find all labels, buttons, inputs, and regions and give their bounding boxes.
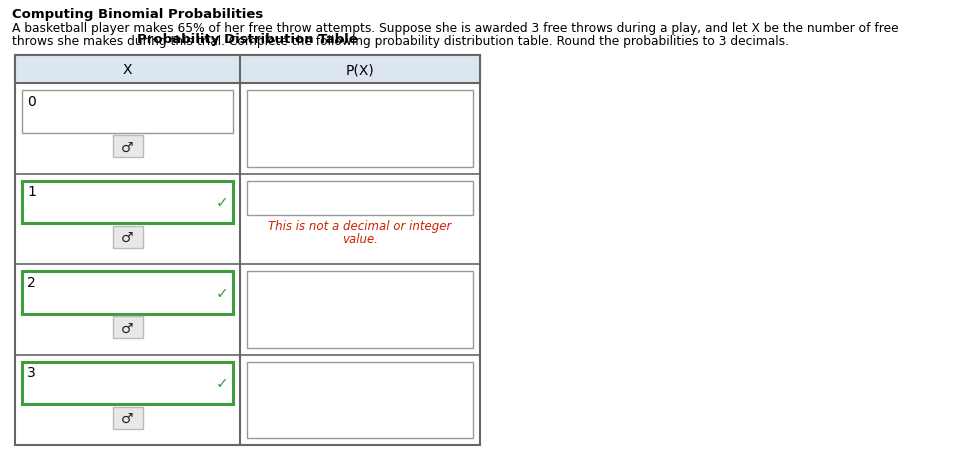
Text: ♂: ♂ (121, 411, 133, 425)
Bar (22, 271, 233, 314)
Text: ♂: ♂ (121, 230, 133, 244)
Bar (112, 317, 142, 339)
Bar (112, 407, 142, 429)
Text: This is not a decimal or integer: This is not a decimal or integer (268, 219, 452, 233)
Bar (15, 56, 480, 84)
Text: ✓: ✓ (215, 375, 228, 390)
Text: throws she makes during this trial. Complete the following probability distribut: throws she makes during this trial. Comp… (12, 35, 789, 48)
Text: 2: 2 (27, 275, 36, 289)
Text: A basketball player makes 65% of her free throw attempts. Suppose she is awarded: A basketball player makes 65% of her fre… (12, 22, 899, 35)
Text: ✓: ✓ (215, 195, 228, 210)
Bar (22, 362, 233, 404)
Text: 0: 0 (27, 95, 36, 109)
Text: P(X): P(X) (346, 63, 374, 77)
Bar (247, 181, 473, 215)
Bar (15, 56, 480, 445)
Text: 1: 1 (27, 185, 36, 199)
Text: 3: 3 (27, 366, 36, 379)
Bar (247, 271, 473, 348)
Text: Probability Distribution Table: Probability Distribution Table (137, 33, 358, 46)
Bar (22, 181, 233, 223)
Bar (247, 91, 473, 167)
Bar (112, 136, 142, 158)
Bar (22, 91, 233, 133)
Bar (112, 226, 142, 248)
Text: ✓: ✓ (215, 285, 228, 300)
Text: value.: value. (342, 233, 378, 245)
Text: Computing Binomial Probabilities: Computing Binomial Probabilities (12, 8, 263, 21)
Text: X: X (123, 63, 132, 77)
Text: ♂: ♂ (121, 321, 133, 334)
Text: ♂: ♂ (121, 140, 133, 154)
Bar (247, 362, 473, 438)
